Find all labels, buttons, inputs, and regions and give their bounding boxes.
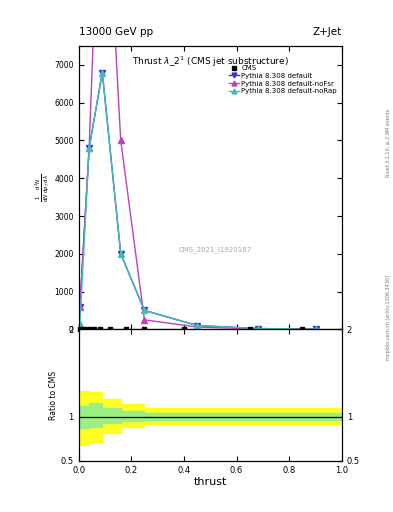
Text: Z+Jet: Z+Jet (313, 27, 342, 37)
X-axis label: thrust: thrust (194, 477, 227, 487)
Legend: CMS, Pythia 8.308 default, Pythia 8.308 default-noFsr, Pythia 8.308 default-noRa: CMS, Pythia 8.308 default, Pythia 8.308 … (228, 63, 338, 96)
Text: mcplots.cern.ch [arXiv:1306.3436]: mcplots.cern.ch [arXiv:1306.3436] (386, 275, 391, 360)
Text: CMS_2021_I1920187: CMS_2021_I1920187 (179, 247, 252, 253)
Text: Thrust $\lambda\_2^1$ (CMS jet substructure): Thrust $\lambda\_2^1$ (CMS jet substruct… (132, 55, 289, 69)
Text: Rivet 3.1.10, ≥ 2.8M events: Rivet 3.1.10, ≥ 2.8M events (386, 109, 391, 178)
Y-axis label: Ratio to CMS: Ratio to CMS (49, 371, 58, 420)
Text: 13000 GeV pp: 13000 GeV pp (79, 27, 153, 37)
Y-axis label: $\frac{1}{\mathrm{d}N}\,\frac{\mathrm{d}^2N}{\mathrm{d}p_T\,\mathrm{d}\lambda}$: $\frac{1}{\mathrm{d}N}\,\frac{\mathrm{d}… (33, 174, 51, 202)
